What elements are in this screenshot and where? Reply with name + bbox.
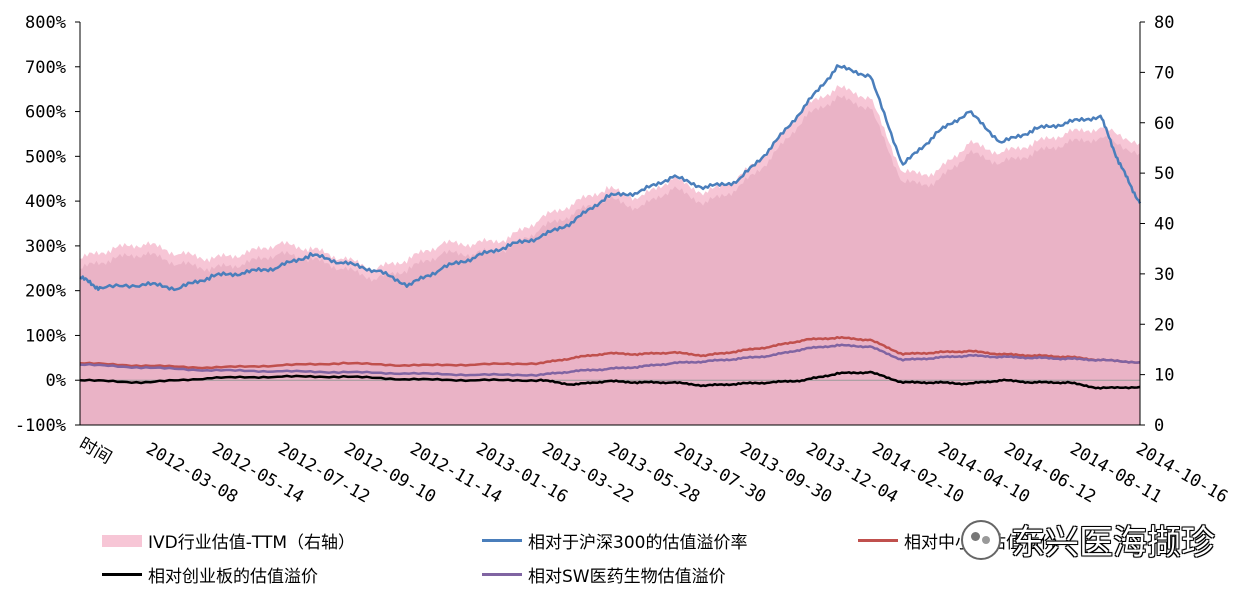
right-tick-label: 50 (1154, 164, 1174, 184)
legend-item-chinext: 相对创业板的估值溢价 (102, 562, 318, 587)
legend-label: 相对SW医药生物估值溢价 (528, 567, 726, 587)
legend-label: 相对创业板的估值溢价 (148, 567, 318, 587)
left-tick-label: 600% (25, 103, 66, 123)
legend-label: 相对于沪深300的估值溢价率 (528, 533, 748, 553)
x-axis-label: 时间 (76, 434, 115, 468)
line-series-chinext (79, 370, 1141, 390)
legend-swatch-line (858, 539, 898, 542)
right-tick-label: 30 (1154, 265, 1174, 285)
wechat-logo-icon (961, 519, 1001, 560)
right-tick-label: 70 (1154, 63, 1174, 83)
line-series-sw-pharma (79, 343, 1141, 377)
left-tick-label: 400% (25, 192, 66, 212)
legend-swatch-line (482, 573, 522, 576)
line-series-layer (79, 64, 1142, 390)
right-tick-label: 0 (1154, 416, 1164, 436)
left-tick-label: 500% (25, 147, 66, 167)
legend-swatch-area (102, 534, 142, 547)
legend-swatch-line (102, 573, 142, 576)
right-tick-label: 40 (1154, 215, 1174, 235)
right-tick-label: 80 (1154, 13, 1174, 33)
area-series-layer (80, 85, 1140, 425)
right-axis-ticks: 80 70 60 50 40 30 20 10 0 (1140, 13, 1174, 436)
left-tick-label: 300% (25, 237, 66, 257)
watermark: 东兴医海撷珍 (961, 515, 1215, 564)
watermark-text: 东兴医海撷珍 (1011, 523, 1215, 563)
line-series-smallcap (79, 335, 1141, 370)
right-tick-label: 60 (1154, 114, 1174, 134)
left-axis-ticks: 800% 700% 600% 500% 400% 300% 200% 100% 0% -100% (15, 13, 80, 436)
left-tick-label: 200% (25, 282, 66, 302)
legend-item-hs300: 相对于沪深300的估值溢价率 (482, 528, 747, 553)
x-axis-ticks: 时间 2012-03-082012-05-142012-07-122012-09-… (76, 434, 1232, 508)
left-tick-label: -100% (15, 416, 66, 436)
legend-item-ivd: IVD行业估值-TTM（右轴） (102, 528, 355, 553)
left-tick-label: 100% (25, 326, 66, 346)
legend-item-sw-pharma: 相对SW医药生物估值溢价 (482, 562, 726, 587)
left-tick-label: 700% (25, 58, 66, 78)
legend-swatch-line (482, 539, 522, 542)
right-tick-label: 20 (1154, 315, 1174, 335)
line-series-hs300 (79, 64, 1142, 292)
right-tick-label: 10 (1154, 366, 1174, 386)
legend-label: IVD行业估值-TTM（右轴） (148, 533, 356, 553)
left-tick-label: 0% (46, 371, 66, 391)
left-tick-label: 800% (25, 13, 66, 33)
